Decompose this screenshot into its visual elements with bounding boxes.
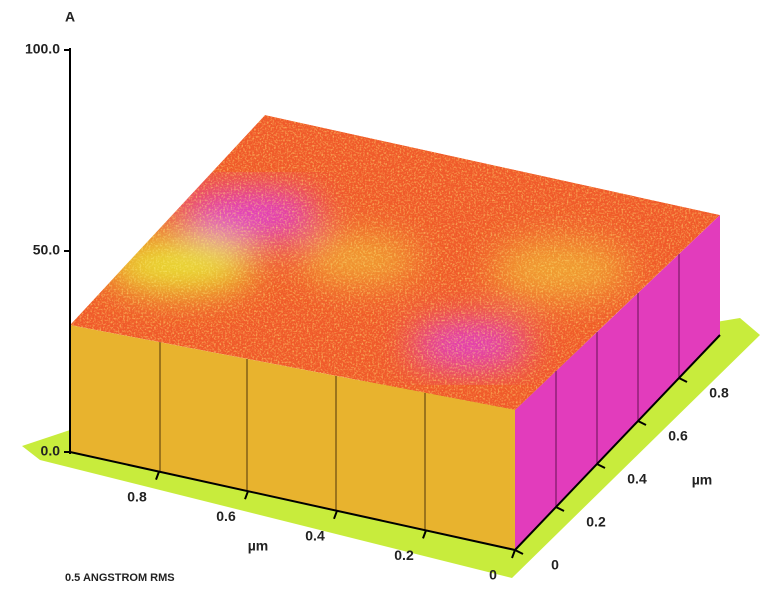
x-tick-label: 0.6 [216,508,236,524]
x-tick [244,490,249,500]
y-tick [514,549,524,555]
y-tick [596,463,606,469]
y-axis [514,334,721,551]
x-tick-label: 0 [489,567,497,583]
z-axis-label: A [65,9,75,25]
right-dividers [555,254,680,507]
y-tick-label: 0.2 [586,514,606,530]
z-tick-label: 0.0 [41,443,61,459]
x-tick [422,530,427,539]
y-tick-label: 0 [551,557,559,573]
front-face [70,325,515,550]
front-dividers [159,342,426,530]
x-tick [333,510,338,520]
x-axis-label: µm [248,538,269,554]
annotation: 0.5 ANGSTROM RMS [65,572,175,584]
y-tick [555,506,565,512]
y-tick-label: 0.8 [709,385,729,401]
z-tick-label: 50.0 [33,242,60,258]
right-face [515,215,720,550]
x-tick-label: 0.2 [394,547,414,563]
x-tick [511,549,516,559]
x-tick-label: 0.4 [305,528,325,544]
x-axis [69,451,516,551]
x-tick [155,471,160,480]
y-tick-label: 0.4 [627,471,647,487]
y-axis-label: µm [692,472,713,488]
z-tick-label: 100.0 [25,41,60,57]
x-tick-label: 0.8 [127,488,147,504]
y-tick-label: 0.6 [668,428,688,444]
y-tick [637,420,647,426]
y-tick [678,377,688,383]
